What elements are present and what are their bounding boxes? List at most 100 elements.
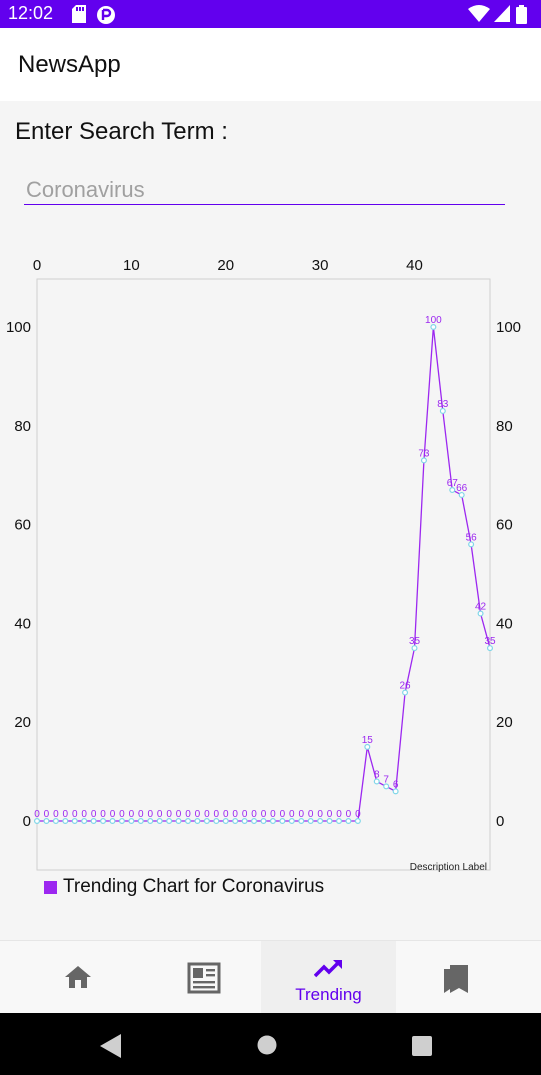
- data-value-label: 0: [289, 809, 295, 820]
- data-value-label: 35: [409, 636, 421, 647]
- data-value-label: 0: [53, 809, 59, 820]
- data-point: [185, 817, 192, 824]
- data-value-label: 83: [437, 399, 449, 410]
- x-tick-label: 40: [406, 257, 423, 274]
- nav-trending[interactable]: Trending: [261, 941, 396, 1014]
- recents-icon[interactable]: [412, 1036, 432, 1056]
- data-point: [128, 817, 135, 824]
- series-line: [37, 326, 491, 822]
- data-value-label: 26: [400, 681, 412, 692]
- data-point: [232, 817, 239, 824]
- data-point: [241, 817, 248, 824]
- data-value-label: 0: [223, 809, 229, 820]
- data-value-label: 0: [166, 809, 172, 820]
- app-title: NewsApp: [18, 51, 121, 78]
- y-tick-label-right: 60: [496, 517, 513, 534]
- system-navigation-bar: [0, 1013, 541, 1075]
- data-point: [411, 645, 418, 652]
- data-value-label: 0: [100, 809, 106, 820]
- data-point: [137, 817, 144, 824]
- data-value-label: 56: [466, 532, 478, 543]
- status-bar: 12:02: [0, 0, 541, 28]
- x-tick-label: 10: [123, 257, 140, 274]
- x-tick-label: 20: [217, 257, 234, 274]
- data-point: [288, 817, 295, 824]
- data-value-label: 42: [475, 602, 487, 613]
- nav-home[interactable]: [10, 941, 145, 1014]
- data-point: [156, 817, 163, 824]
- battery-icon: [516, 5, 527, 24]
- data-point: [449, 487, 456, 494]
- data-point: [402, 689, 409, 696]
- status-time: 12:02: [8, 3, 54, 23]
- data-value-label: 0: [280, 809, 286, 820]
- y-tick-label-left: 0: [23, 813, 31, 830]
- home-icon: [64, 966, 91, 988]
- data-value-label: 7: [383, 774, 389, 785]
- trending-up-icon: [313, 960, 342, 978]
- data-value-label: 0: [232, 809, 238, 820]
- wifi-icon: [468, 5, 490, 22]
- data-value-label: 66: [456, 483, 468, 494]
- data-point: [147, 817, 154, 824]
- x-tick-label: 0: [33, 257, 41, 274]
- nav-trending-label: Trending: [295, 985, 362, 1004]
- data-point: [71, 817, 78, 824]
- data-point: [383, 783, 390, 790]
- data-point: [354, 817, 361, 824]
- data-value-label: 0: [270, 809, 276, 820]
- chart-description: Description Label: [410, 862, 487, 872]
- legend-label: Trending Chart for Coronavirus: [63, 876, 325, 897]
- data-value-label: 0: [261, 809, 267, 820]
- bottom-navigation: Trending: [0, 940, 541, 1014]
- data-point: [269, 817, 276, 824]
- data-point: [118, 817, 125, 824]
- data-point: [109, 817, 116, 824]
- data-value-label: 0: [185, 809, 191, 820]
- data-value-label: 0: [91, 809, 97, 820]
- nav-saved[interactable]: [388, 941, 523, 1014]
- y-tick-label-right: 80: [496, 418, 513, 435]
- data-value-label: 0: [147, 809, 153, 820]
- y-tick-label-right: 100: [496, 319, 521, 336]
- y-axis-left-ticks: 0 20 40 60 80 100: [6, 319, 31, 830]
- data-point: [279, 817, 286, 824]
- data-value-label: 0: [119, 809, 125, 820]
- data-point: [439, 407, 446, 414]
- data-point: [251, 817, 258, 824]
- data-point: [213, 817, 220, 824]
- data-value-label: 0: [63, 809, 69, 820]
- data-value-label: 73: [418, 448, 430, 459]
- data-point: [458, 491, 465, 498]
- home-circle-icon[interactable]: [257, 1035, 277, 1055]
- back-icon[interactable]: [100, 1034, 122, 1058]
- data-point: [62, 817, 69, 824]
- data-value-label: 6: [393, 779, 399, 790]
- signal-icon: [494, 5, 510, 22]
- data-point: [166, 817, 173, 824]
- data-value-label: 0: [129, 809, 135, 820]
- app-bar: NewsApp: [0, 28, 541, 101]
- search-input[interactable]: [24, 176, 505, 205]
- y-tick-label-right: 40: [496, 615, 513, 632]
- data-value-label: 0: [34, 809, 40, 820]
- data-value-label: 0: [346, 809, 352, 820]
- data-point: [345, 817, 352, 824]
- data-point: [326, 817, 333, 824]
- data-points: [33, 323, 494, 824]
- nav-news[interactable]: [136, 941, 271, 1014]
- data-value-label: 0: [242, 809, 248, 820]
- data-value-label: 0: [327, 809, 333, 820]
- data-value-label: 35: [484, 636, 496, 647]
- data-value-label: 67: [447, 478, 459, 489]
- data-value-label: 0: [72, 809, 78, 820]
- data-point: [43, 817, 50, 824]
- data-point: [194, 817, 201, 824]
- data-value-label: 0: [251, 809, 257, 820]
- y-tick-label-right: 0: [496, 813, 504, 830]
- y-tick-label-right: 20: [496, 714, 513, 731]
- data-point: [81, 817, 88, 824]
- data-point: [52, 817, 59, 824]
